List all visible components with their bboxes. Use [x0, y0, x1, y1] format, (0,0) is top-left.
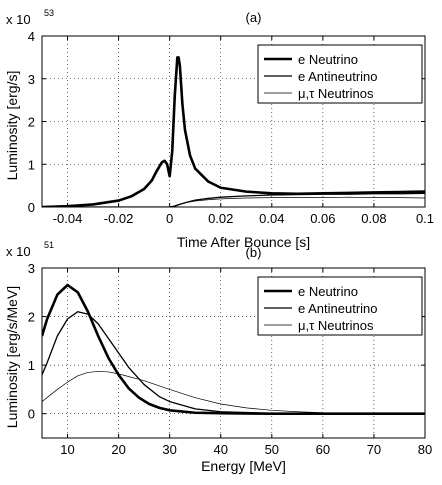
y-tick-label-a-3: 3	[28, 72, 35, 87]
x-tick-label-b-4: 50	[265, 442, 279, 457]
x-axis-label-b: Energy [MeV]	[201, 458, 286, 474]
x-tick-label-b-2: 30	[162, 442, 176, 457]
x-tick-label-b-5: 60	[316, 442, 330, 457]
x-tick-label-b-1: 20	[111, 442, 125, 457]
y-tick-label-b-0: 0	[28, 407, 35, 422]
plot-frame-b	[41, 267, 426, 439]
x-tick-label-b-3: 40	[213, 442, 227, 457]
legend-label-a-1: e Antineutrino	[298, 69, 378, 84]
x-tick-label-a-2: 0	[166, 211, 173, 226]
series-line-b-1	[42, 311, 425, 415]
exponent-a: 53	[44, 8, 54, 18]
series-line-a-2	[42, 196, 425, 207]
series-line-a-0	[42, 56, 425, 207]
legend-label-b-0: e Neutrino	[298, 284, 358, 299]
legend-b: e Neutrino e Antineutrino μ,τ Neutrinos	[257, 276, 423, 336]
y-tick-label-b-2: 2	[28, 310, 35, 325]
x-tick-label-a-4: 0.04	[259, 211, 284, 226]
ticks-a: -0.04 -0.02 0 0.02 0.04 0.06 0.08 0.1 0 1 2 3 4	[28, 29, 434, 226]
y-tick-label-a-4: 4	[28, 29, 35, 44]
series-line-a-1	[42, 192, 425, 207]
panel-b: 10 20 30 40 50 60 70 80 0 1 2 3 (b) x 10 51 Energy …	[4, 240, 432, 474]
chart-title-a: (a)	[246, 10, 262, 25]
chart-title-b: (b)	[246, 245, 262, 260]
x-tick-label-a-3: 0.02	[208, 211, 233, 226]
y-tick-label-a-0: 0	[28, 200, 35, 215]
x-tick-label-a-6: 0.08	[361, 211, 386, 226]
ticks-b: 10 20 30 40 50 60 70 80 0 1 2 3	[28, 261, 432, 457]
legend-label-a-0: e Neutrino	[298, 52, 358, 67]
x-axis-label-a: Time After Bounce [s]	[177, 234, 310, 250]
legend-label-b-2: μ,τ Neutrinos	[298, 318, 374, 333]
x-tick-label-a-1: -0.02	[104, 211, 134, 226]
y-axis-label-b: Luminosity [erg/s/MeV]	[4, 286, 20, 428]
x-tick-label-b-7: 80	[418, 442, 432, 457]
y-axis-label-a: Luminosity [erg/s]	[4, 71, 20, 181]
series-b	[42, 283, 425, 416]
exponent-b: 51	[44, 240, 54, 250]
x-tick-label-b-6: 70	[367, 442, 381, 457]
y-tick-label-a-1: 1	[28, 157, 35, 172]
x-tick-label-a-5: 0.06	[310, 211, 335, 226]
x-tick-label-a-0: -0.04	[53, 211, 83, 226]
x-tick-label-b-0: 10	[60, 442, 74, 457]
x-tick-label-a-7: 0.1	[416, 211, 434, 226]
legend-label-a-2: μ,τ Neutrinos	[298, 86, 374, 101]
multiplier-a: x 10	[6, 12, 31, 27]
y-tick-label-b-3: 3	[28, 261, 35, 276]
legend-a: e Neutrino e Antineutrino μ,τ Neutrinos	[257, 44, 423, 104]
legend-label-b-1: e Antineutrino	[298, 301, 378, 316]
y-tick-label-a-2: 2	[28, 115, 35, 130]
multiplier-b: x 10	[6, 244, 31, 259]
series-line-b-2	[42, 371, 425, 415]
series-a	[42, 56, 425, 207]
y-tick-label-b-1: 1	[28, 358, 35, 373]
